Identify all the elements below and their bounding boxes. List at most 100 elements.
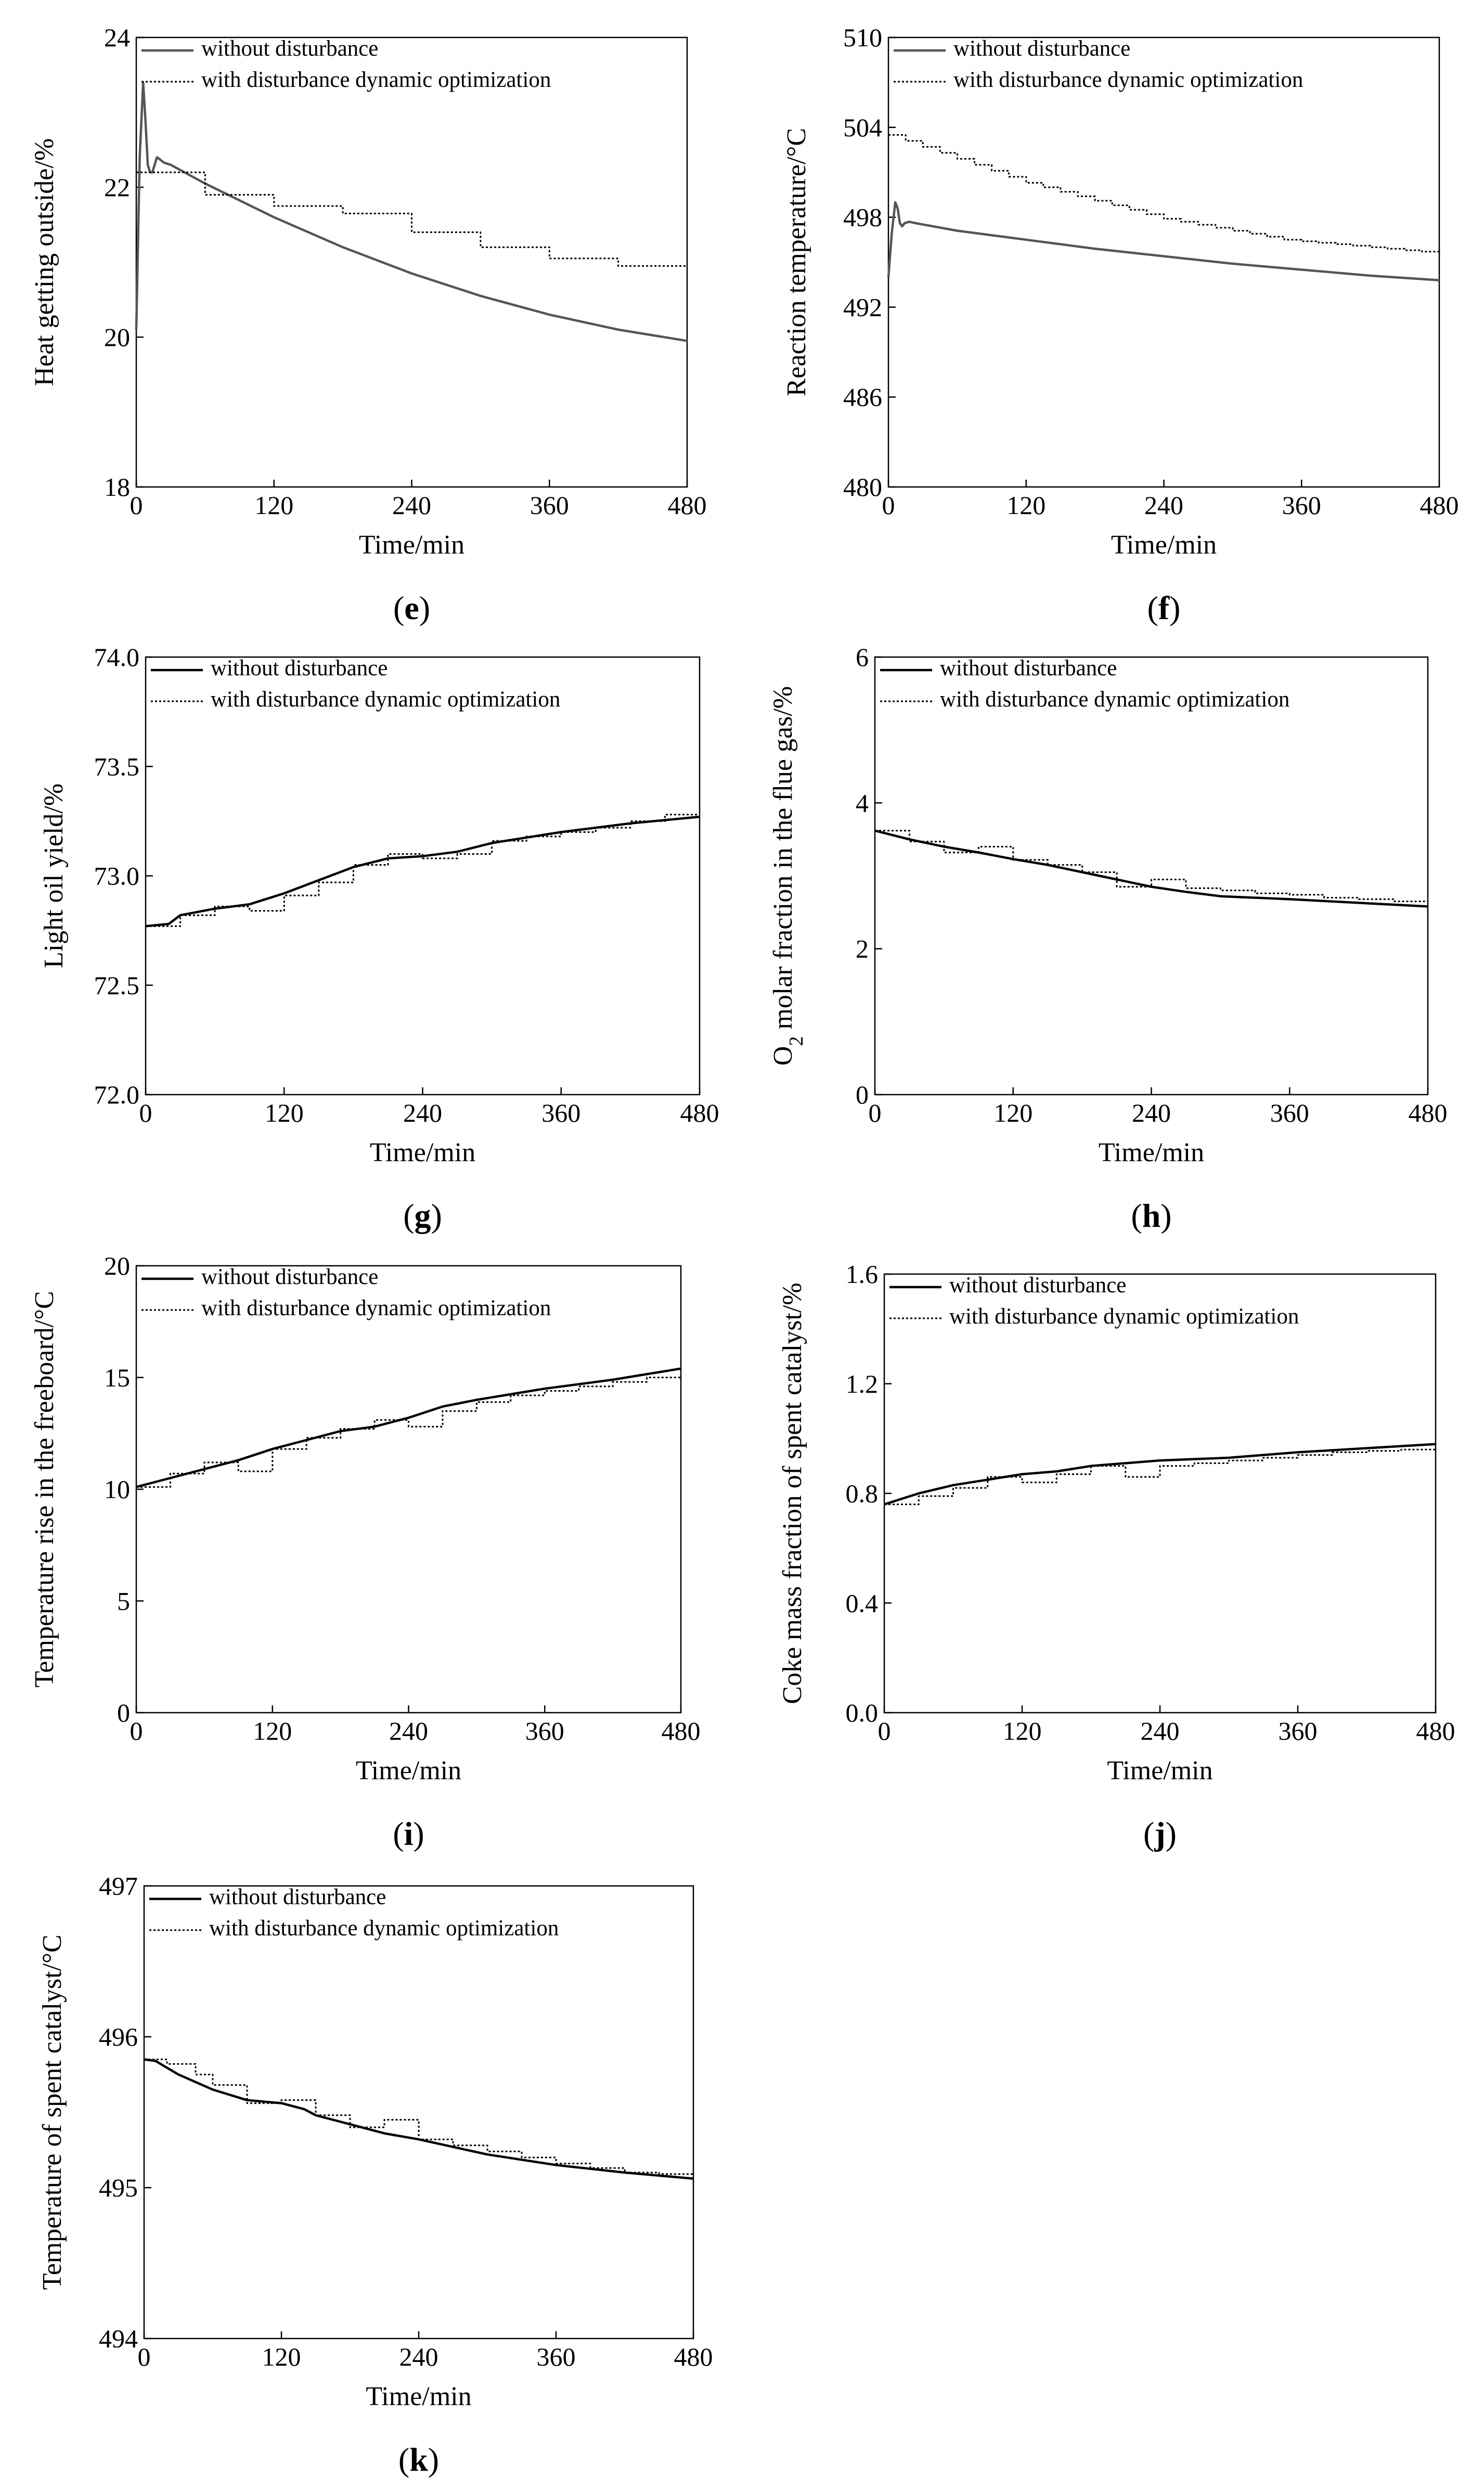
x-tick-label: 0 bbox=[878, 1716, 891, 1745]
x-tick-label: 120 bbox=[1003, 1716, 1042, 1745]
series-line-with-disturbance bbox=[144, 2059, 693, 2175]
y-tick-label: 486 bbox=[843, 382, 882, 412]
y-axis-label: Temperature of spent catalyst/°C bbox=[37, 1935, 67, 2290]
y-tick-label: 0 bbox=[117, 1698, 130, 1727]
panel-label-letter: g bbox=[415, 1197, 431, 1234]
x-tick-label: 120 bbox=[262, 2342, 301, 2371]
y-tick-label: 24 bbox=[104, 23, 130, 52]
panel-label-open-paren: ( bbox=[1147, 589, 1158, 626]
x-tick-label: 360 bbox=[1282, 491, 1321, 520]
x-axis-label: Time/min bbox=[1107, 1756, 1212, 1785]
x-axis-label: Time/min bbox=[366, 2382, 471, 2411]
panel-label-letter: f bbox=[1158, 589, 1170, 626]
y-tick-label: 72.5 bbox=[94, 971, 140, 1000]
y-tick-label: 498 bbox=[843, 203, 882, 232]
y-tick-label: 20 bbox=[104, 1251, 130, 1280]
plot-frame bbox=[143, 1885, 694, 2340]
y-tick-label: 74.0 bbox=[94, 643, 140, 672]
y-tick-label: 496 bbox=[99, 2022, 138, 2051]
x-tick-label: 480 bbox=[1409, 1098, 1448, 1127]
x-tick-label: 360 bbox=[1270, 1098, 1309, 1127]
panel-label-open-paren: ( bbox=[1143, 1815, 1154, 1852]
series-line-without-disturbance bbox=[135, 81, 688, 342]
series-line-with-disturbance bbox=[875, 830, 1428, 903]
x-tick-label: 240 bbox=[403, 1098, 442, 1127]
y-axis-label-subscript: 2 bbox=[785, 1036, 807, 1046]
y-axis-label-rest: molar fraction in the flue gas/% bbox=[768, 686, 798, 1036]
panel-label: (k) bbox=[398, 2441, 439, 2478]
series-line-without-disturbance bbox=[887, 201, 1440, 281]
y-tick-label: 0.4 bbox=[846, 1588, 879, 1617]
plot-frame bbox=[135, 36, 688, 488]
panel-label-letter: h bbox=[1142, 1197, 1161, 1234]
y-tick-label: 22 bbox=[104, 173, 130, 202]
x-tick-label: 480 bbox=[1416, 1716, 1455, 1745]
panel-label-letter: j bbox=[1154, 1815, 1165, 1852]
y-axis-label: Temperature rise in the freeboard/°C bbox=[30, 1291, 59, 1687]
legend-label-with-disturbance: with disturbance dynamic optimization bbox=[201, 1296, 551, 1320]
panel-label-letter: e bbox=[404, 589, 419, 626]
chart-panel-k: 0 120 240 360 480 494 495 496 497 Time/min Tempera… bbox=[37, 1871, 713, 2478]
legend-label-with-disturbance: with disturbance dynamic optimization bbox=[940, 687, 1289, 712]
y-tick-label: 15 bbox=[104, 1363, 130, 1392]
y-tick-label: 0.0 bbox=[846, 1698, 879, 1727]
x-tick-label: 0 bbox=[882, 491, 895, 520]
x-axis-label: Time/min bbox=[1111, 530, 1217, 560]
y-tick-label: 0 bbox=[856, 1080, 869, 1109]
x-axis-label: Time/min bbox=[356, 1756, 461, 1785]
panel-label: (e) bbox=[393, 589, 430, 626]
y-tick-label: 5 bbox=[117, 1586, 130, 1615]
panel-label-close-paren: ) bbox=[419, 589, 430, 626]
x-tick-label: 240 bbox=[399, 2342, 438, 2371]
plot-frame bbox=[135, 1265, 682, 1714]
y-tick-label: 1.6 bbox=[846, 1260, 879, 1289]
y-tick-label: 504 bbox=[843, 113, 882, 142]
series-line-without-disturbance bbox=[884, 1443, 1436, 1506]
series-line-without-disturbance bbox=[136, 1367, 681, 1488]
panel-label: (g) bbox=[403, 1197, 442, 1234]
legend-label-with-disturbance: with disturbance dynamic optimization bbox=[211, 687, 560, 712]
x-tick-label: 120 bbox=[254, 491, 293, 520]
y-tick-label: 497 bbox=[99, 1871, 138, 1900]
panel-label-open-paren: ( bbox=[393, 589, 404, 626]
x-tick-label: 0 bbox=[139, 1098, 152, 1127]
x-tick-label: 120 bbox=[1006, 491, 1046, 520]
x-tick-label: 120 bbox=[993, 1098, 1033, 1127]
y-axis-label: Heat getting outside/% bbox=[30, 138, 59, 387]
chart-panel-g: 0 120 240 360 480 72.0 72.5 73.0 73.5 74.0 Time/mi… bbox=[39, 643, 719, 1234]
y-tick-label: 2 bbox=[856, 934, 869, 964]
x-axis-label: Time/min bbox=[370, 1138, 475, 1167]
y-tick-label: 480 bbox=[843, 472, 882, 502]
x-tick-label: 240 bbox=[1132, 1098, 1171, 1127]
x-tick-label: 360 bbox=[537, 2342, 576, 2371]
y-tick-label: 10 bbox=[104, 1475, 130, 1504]
x-tick-label: 240 bbox=[1144, 491, 1183, 520]
x-tick-label: 0 bbox=[130, 491, 143, 520]
y-axis-label: Coke mass fraction of spent catalyst/% bbox=[778, 1282, 807, 1704]
x-tick-label: 480 bbox=[1420, 491, 1459, 520]
x-tick-label: 480 bbox=[674, 2342, 713, 2371]
panel-label-close-paren: ) bbox=[1169, 589, 1180, 626]
legend-label-with-disturbance: with disturbance dynamic optimization bbox=[201, 68, 551, 92]
panel-label-letter: i bbox=[404, 1815, 414, 1852]
legend-label-without-disturbance: without disturbance bbox=[209, 1885, 386, 1909]
series-line-with-disturbance bbox=[136, 1377, 681, 1488]
legend-label-with-disturbance: with disturbance dynamic optimization bbox=[953, 68, 1303, 92]
y-tick-label: 1.2 bbox=[846, 1369, 879, 1398]
y-tick-label: 492 bbox=[843, 292, 882, 322]
series-line-without-disturbance bbox=[144, 2058, 694, 2180]
y-tick-label: 73.5 bbox=[94, 752, 140, 781]
panel-label: (j) bbox=[1143, 1815, 1177, 1852]
y-tick-label: 494 bbox=[99, 2324, 138, 2353]
panel-label-open-paren: ( bbox=[398, 2441, 409, 2478]
y-tick-label: 18 bbox=[104, 472, 130, 502]
panel-label-close-paren: ) bbox=[428, 2441, 439, 2478]
y-axis-label: O2 molar fraction in the flue gas/% bbox=[768, 686, 807, 1065]
x-tick-label: 120 bbox=[253, 1716, 292, 1745]
x-tick-label: 240 bbox=[389, 1716, 428, 1745]
panel-label-close-paren: ) bbox=[1166, 1815, 1177, 1852]
panel-label: (i) bbox=[393, 1815, 424, 1852]
series-line-with-disturbance bbox=[888, 134, 1440, 253]
x-tick-label: 0 bbox=[130, 1716, 143, 1745]
